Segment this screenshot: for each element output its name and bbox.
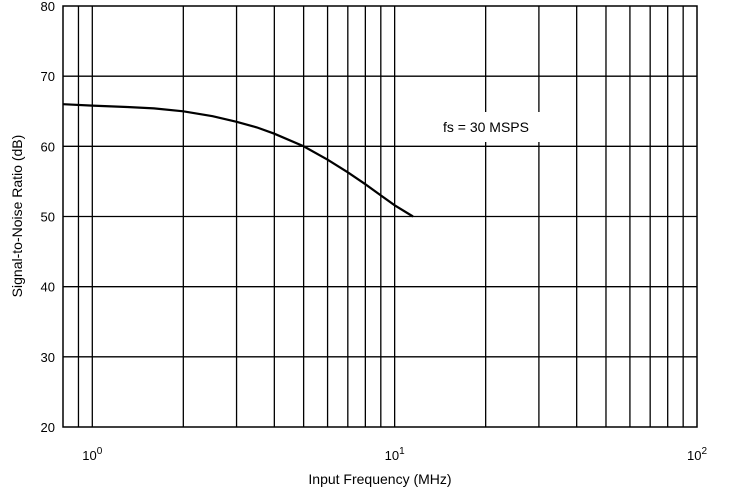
x-axis-label: Input Frequency (MHz) xyxy=(308,471,451,487)
y-tick-label: 60 xyxy=(41,139,55,154)
x-tick-labels: 100 101 102 xyxy=(82,446,707,463)
y-tick-labels: 20 30 40 50 60 70 80 xyxy=(41,0,55,435)
annotation-label: fs = 30 MSPS xyxy=(443,119,529,135)
x-tick-label: 100 xyxy=(82,446,102,463)
y-tick-label: 30 xyxy=(41,350,55,365)
y-tick-label: 70 xyxy=(41,69,55,84)
x-tick-label: 101 xyxy=(385,446,405,463)
x-tick-label: 102 xyxy=(687,446,707,463)
series-layer xyxy=(62,103,414,218)
y-tick-label: 40 xyxy=(41,280,55,295)
y-axis-label: Signal-to-Noise Ratio (dB) xyxy=(9,135,25,298)
y-tick-label: 50 xyxy=(41,210,55,225)
plot-frame xyxy=(62,5,698,428)
grid xyxy=(63,6,697,427)
y-tick-label: 80 xyxy=(41,0,55,14)
y-tick-label: 20 xyxy=(41,420,55,435)
snr-curve xyxy=(62,103,414,218)
annotation-box: fs = 30 MSPS xyxy=(440,112,568,142)
